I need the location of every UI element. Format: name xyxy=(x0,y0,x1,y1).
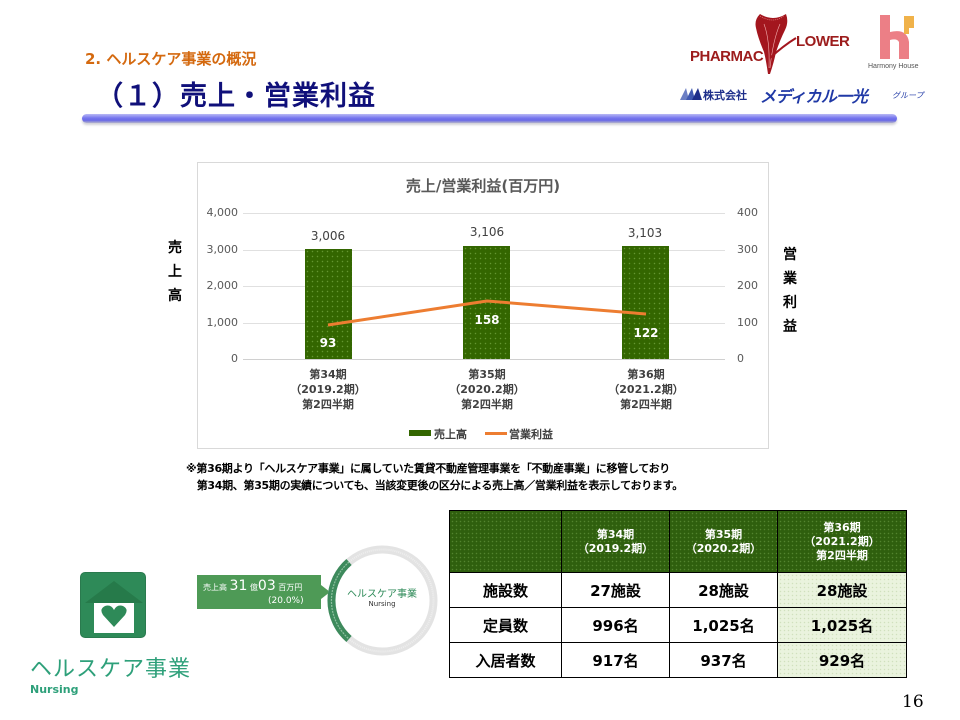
table-cell-highlight: 1,025名 xyxy=(777,607,907,643)
donut-subtitle: Nursing xyxy=(368,600,396,608)
table-row: 入居者数 917名 937名 929名 xyxy=(449,642,907,678)
bar-sales-35 xyxy=(463,246,510,359)
bar-sales-36 xyxy=(622,246,669,359)
line-value-label: 93 xyxy=(319,336,337,350)
x-axis-line xyxy=(243,359,725,360)
right-tick: 100 xyxy=(737,316,758,329)
healthcare-house-heart-icon xyxy=(80,572,146,638)
segment-name: ヘルスケア事業 xyxy=(30,657,192,682)
legend-line-swatch-icon xyxy=(485,432,507,435)
bar-value-label: 3,006 xyxy=(310,229,346,243)
sales-callout xyxy=(197,575,321,609)
table-row: 施設数 27施設 28施設 28施設 xyxy=(449,572,907,608)
left-tick: 1,000 xyxy=(206,316,239,329)
table-header-34: 第34期 （2019.2期） xyxy=(561,510,670,573)
chart-title: 売上/営業利益(百万円) xyxy=(405,177,561,195)
sales-share: (20.0%) xyxy=(268,596,304,606)
pharmacy-logo-text-left: PHARMAC xyxy=(690,48,764,65)
section-title: 2. ヘルスケア事業の概況 xyxy=(85,50,257,68)
row-label: 入居者数 xyxy=(449,642,562,678)
right-tick: 400 xyxy=(737,206,758,219)
sales-amount: 売上高 31 億03 百万円 xyxy=(203,578,303,594)
medical-ikko-mark-icon xyxy=(680,88,702,100)
harmony-house-logo-icon xyxy=(880,15,914,59)
bar-value-label: 3,103 xyxy=(627,226,663,240)
table-cell-highlight: 929名 xyxy=(777,642,907,678)
table-cell: 27施設 xyxy=(561,572,670,608)
left-tick: 2,000 xyxy=(206,279,239,292)
page-number: 16 xyxy=(902,692,924,712)
table-row: 定員数 996名 1,025名 1,025名 xyxy=(449,607,907,643)
pharmacy-flower-logo-icon xyxy=(755,14,797,74)
table-header-36: 第36期 （2021.2期） 第2四半期 xyxy=(777,510,907,573)
bar-value-label: 3,106 xyxy=(469,225,505,239)
left-tick: 3,000 xyxy=(206,243,239,256)
table-header-35: 第35期 （2020.2期） xyxy=(669,510,778,573)
segment-name-en: Nursing xyxy=(30,683,79,696)
line-value-label: 158 xyxy=(474,313,500,327)
table-cell: 1,025名 xyxy=(669,607,778,643)
right-axis-label: 営 業 利 益 xyxy=(783,247,797,335)
page-title: （１）売上・営業利益 xyxy=(96,81,376,112)
company-suffix: グループ xyxy=(892,91,924,100)
table-cell: 996名 xyxy=(561,607,670,643)
pharmacy-logo-text-right: LOWER xyxy=(796,33,850,50)
table-header-row: 第34期 （2019.2期） 第35期 （2020.2期） 第36期 （2021… xyxy=(449,510,907,573)
left-tick: 4,000 xyxy=(206,206,239,219)
gridline xyxy=(243,213,725,214)
legend-line-label: 営業利益 xyxy=(509,428,553,441)
facility-stats-table: 第34期 （2019.2期） 第35期 （2020.2期） 第36期 （2021… xyxy=(449,510,907,678)
right-tick: 0 xyxy=(737,352,744,365)
x-category-34: 第34期 （2019.2期） 第2四半期 xyxy=(290,368,366,411)
harmony-house-logo-text: Harmony House xyxy=(868,63,919,70)
footnote: ※第36期より「ヘルスケア事業」に属していた賃貸不動産管理事業を「不動産事業」に… xyxy=(186,462,683,492)
legend-bar-label: 売上高 xyxy=(434,428,467,441)
table-cell: 937名 xyxy=(669,642,778,678)
x-category-36: 第36期 （2021.2期） 第2四半期 xyxy=(608,368,684,411)
table-cell: 917名 xyxy=(561,642,670,678)
left-axis-label: 売 上 高 xyxy=(168,240,182,304)
segment-share-donut-icon xyxy=(327,545,438,656)
right-tick: 300 xyxy=(737,243,758,256)
x-category-35: 第35期 （2020.2期） 第2四半期 xyxy=(449,368,525,411)
line-value-label: 122 xyxy=(633,326,659,340)
company-prefix: 株式会社 xyxy=(703,89,747,102)
right-tick: 200 xyxy=(737,279,758,292)
legend-bar-swatch-icon xyxy=(409,430,431,436)
donut-title: ヘルスケア事業 xyxy=(347,589,417,600)
callout-arrow-icon xyxy=(321,585,330,599)
company-name: メディカル一光 xyxy=(760,87,868,106)
table-cell: 28施設 xyxy=(669,572,778,608)
title-underline xyxy=(82,114,897,123)
table-cell-highlight: 28施設 xyxy=(777,572,907,608)
left-tick: 0 xyxy=(231,352,238,365)
table-header-empty xyxy=(449,510,562,573)
row-label: 定員数 xyxy=(449,607,562,643)
row-label: 施設数 xyxy=(449,572,562,608)
